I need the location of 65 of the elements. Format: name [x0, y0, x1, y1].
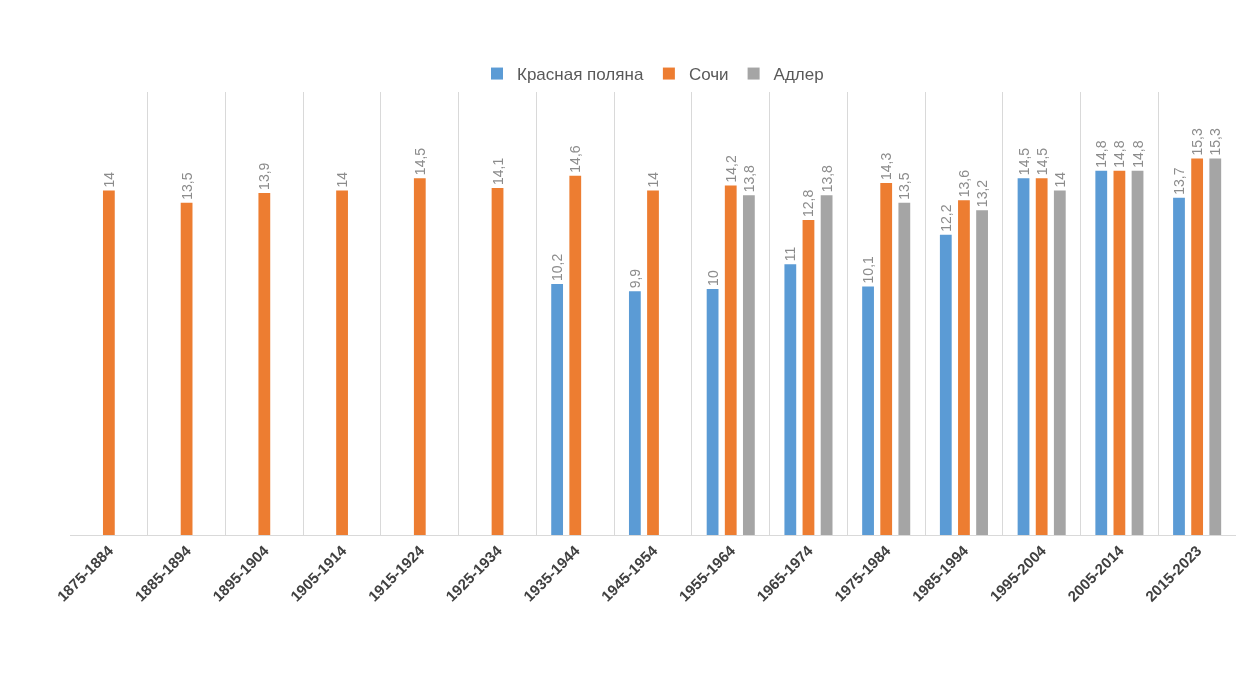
bar	[880, 183, 893, 535]
bar	[551, 283, 564, 535]
data-label: 10,1	[860, 255, 877, 284]
bar	[628, 291, 641, 535]
data-label: 14,2	[722, 155, 739, 183]
data-label: 14,3	[878, 152, 895, 181]
data-label: 13,2	[974, 179, 991, 208]
bar	[939, 234, 952, 535]
bar	[802, 219, 815, 535]
bar	[258, 192, 271, 535]
bar	[820, 195, 833, 535]
bar	[1191, 158, 1204, 535]
bar	[1113, 170, 1126, 535]
bar	[1209, 158, 1222, 535]
bar	[862, 286, 874, 535]
bar	[1035, 178, 1048, 535]
bar	[1131, 170, 1144, 535]
data-label: 14	[645, 171, 661, 188]
bar	[898, 202, 911, 535]
data-label: 9,9	[626, 268, 643, 289]
bar	[724, 185, 737, 535]
bar	[336, 190, 348, 535]
bar	[742, 195, 755, 535]
bar	[180, 202, 193, 535]
data-label: 13,5	[178, 172, 195, 200]
bar	[1095, 170, 1108, 535]
data-label: 15,3	[1207, 127, 1224, 156]
bar	[1017, 178, 1030, 535]
data-label: 14,5	[1015, 147, 1032, 176]
data-label: 13,6	[955, 169, 972, 198]
bar	[1173, 197, 1185, 535]
bar	[976, 210, 988, 535]
bar	[706, 288, 719, 535]
data-label: 14,5	[1033, 147, 1050, 176]
data-label: 15,3	[1189, 127, 1206, 156]
data-label: 14,8	[1093, 140, 1110, 168]
data-label: 14,5	[411, 147, 428, 176]
data-label: 12,8	[800, 189, 817, 217]
data-label: 14	[1051, 171, 1068, 188]
bar	[784, 264, 797, 535]
data-label: 13,7	[1170, 167, 1187, 195]
data-label: 14,8	[1129, 140, 1146, 168]
data-label: 14,1	[489, 157, 506, 185]
bar	[413, 178, 426, 535]
data-label: 13,8	[818, 164, 835, 193]
bar	[1053, 190, 1066, 535]
data-label: 13,5	[896, 172, 913, 200]
bar	[491, 187, 504, 535]
data-label: 14	[100, 171, 117, 188]
legend-label: Сочи	[688, 65, 729, 85]
data-label: 14	[334, 171, 351, 188]
data-label: 10,2	[549, 253, 566, 281]
data-label: 14,8	[1111, 140, 1128, 168]
data-label: 14,6	[567, 145, 584, 173]
legend-label: Красная поляна	[517, 65, 644, 85]
bar	[569, 175, 582, 535]
data-label: 13,8	[740, 164, 757, 193]
legend-label: Адлер	[773, 65, 824, 85]
data-label: 10	[704, 270, 721, 286]
bar	[958, 200, 970, 535]
data-label: 11	[782, 246, 799, 262]
bar	[102, 190, 115, 535]
data-label: 13,9	[256, 162, 273, 190]
bar	[647, 190, 659, 535]
data-label: 12,2	[937, 204, 954, 232]
